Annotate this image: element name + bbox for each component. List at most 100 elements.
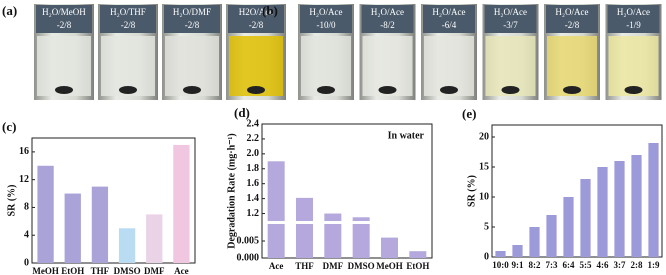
sample (183, 86, 201, 94)
y-tick-label: 0 (484, 251, 489, 262)
x-tick-label: DMF (323, 261, 344, 271)
y-tick-label: 1.8 (247, 163, 260, 174)
panel-letter: (e) (462, 106, 476, 121)
x-tick-label: 5:5 (580, 260, 592, 270)
y-tick-label: 1.6 (247, 178, 260, 189)
panel-letter: (b) (262, 3, 278, 18)
bar (296, 197, 313, 258)
bar (118, 228, 136, 263)
y-tick-label: 1.4 (247, 193, 260, 204)
bar (146, 214, 163, 263)
y-tick-label: 0 (24, 257, 29, 268)
y-tick-label: 10 (479, 191, 489, 202)
sample (119, 86, 137, 94)
bar (631, 155, 642, 257)
panel-letter: (d) (234, 105, 250, 120)
bar (597, 167, 608, 257)
cap-label (36, 5, 92, 33)
y-tick-label: 12 (19, 174, 29, 185)
bar (512, 245, 523, 257)
cap-label (484, 5, 537, 33)
axis-break (263, 221, 431, 224)
vial-ratio: -3/7 (503, 20, 518, 30)
cap-label (228, 5, 284, 33)
sample (55, 86, 73, 94)
x-tick-label: DMF (144, 266, 165, 275)
cap-label (164, 5, 220, 33)
y-tick-label: 2.4 (247, 118, 260, 129)
bar (529, 227, 540, 257)
bar (381, 237, 398, 258)
panel-letter: (a) (2, 3, 17, 18)
vial-solvent: H2O/Ace (239, 7, 274, 17)
bar (648, 143, 659, 257)
bar (580, 179, 591, 257)
y-tick-label: 4 (24, 230, 29, 241)
sample (378, 86, 397, 94)
vial-solvent: H₂O/Ace (371, 7, 404, 17)
vial-solvent: H₂O/MeOH (42, 7, 86, 17)
y-tick-label: 2.2 (247, 133, 260, 144)
vial-solvent: H₂O/Ace (309, 7, 342, 17)
vial-ratio: -2/8 (57, 20, 72, 30)
y-tick-label: 15 (479, 161, 489, 172)
vial-ratio: -2/8 (185, 20, 200, 30)
x-tick-label: THF (295, 261, 314, 271)
x-tick-label: EtOH (406, 261, 429, 271)
bar (563, 197, 574, 257)
plot-frame (491, 124, 663, 258)
x-tick-label: DMSO (348, 261, 375, 271)
annotation: In water (388, 130, 425, 141)
x-tick-label: 1:9 (648, 260, 660, 270)
y-tick-label: 0.000 (237, 252, 260, 263)
cap-label (300, 5, 352, 33)
x-tick-label: 9:1 (512, 260, 524, 270)
plot-frame (31, 137, 196, 264)
y-tick-label: 5 (484, 221, 489, 232)
bar (409, 251, 427, 258)
x-tick-label: 3:7 (614, 260, 626, 270)
sample (440, 86, 458, 94)
y-tick-label: 0.005 (237, 235, 260, 246)
y-axis-label: SR (%) (6, 185, 17, 217)
bar (614, 161, 625, 257)
sample (247, 86, 265, 94)
bar (352, 217, 370, 258)
x-tick-label: THF (91, 266, 110, 275)
x-tick-label: 6:4 (563, 260, 575, 270)
y-tick-label: 16 (19, 146, 29, 157)
cap-label (361, 5, 414, 33)
bar (173, 144, 190, 263)
vial-solvent: H₂O/THF (110, 7, 146, 17)
vial-ratio: -1/9 (626, 20, 641, 30)
x-tick-label: DMSO (114, 266, 141, 275)
vial-ratio: -2/8 (249, 20, 264, 30)
panel-letter: (c) (2, 119, 16, 134)
sample (317, 86, 335, 94)
vial-solvent: H₂O/Ace (555, 7, 588, 17)
x-tick-label: 10:0 (492, 260, 509, 270)
bar (324, 213, 342, 258)
vial-solvent: H₂O/DMF (173, 7, 211, 17)
bar (495, 251, 506, 257)
sample (624, 86, 643, 94)
x-tick-label: MeOH (32, 266, 59, 275)
vial-solvent: H₂O/Ace (617, 7, 650, 17)
vial-ratio: -8/2 (380, 20, 395, 30)
x-tick-label: Ace (269, 261, 284, 271)
x-tick-label: EtOH (61, 266, 84, 275)
bar (37, 165, 54, 263)
y-tick-label: 20 (479, 131, 489, 142)
cap-label (546, 5, 598, 33)
bar (267, 161, 285, 258)
bar (64, 193, 81, 263)
vial-ratio: -2/8 (565, 20, 580, 30)
vial-ratio: -6/4 (442, 20, 457, 30)
x-tick-label: MeOH (376, 261, 403, 271)
plot-frame (261, 123, 433, 259)
x-tick-label: Ace (174, 266, 189, 275)
cap-label (100, 5, 156, 33)
vial-solvent: H₂O/Ace (494, 7, 527, 17)
x-tick-label: 4:6 (597, 260, 609, 270)
